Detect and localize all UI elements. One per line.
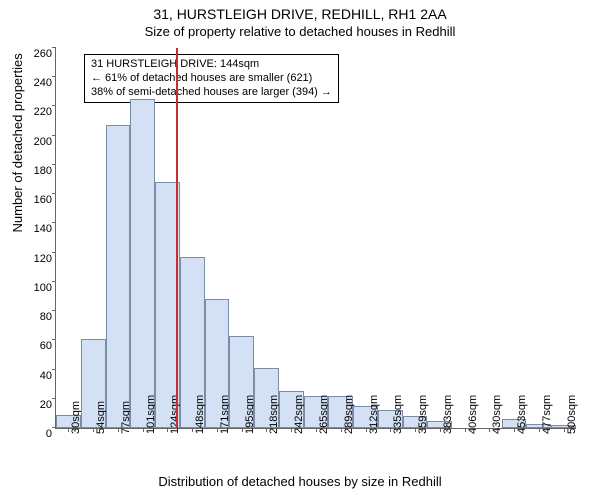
annotation-line1: 31 HURSTLEIGH DRIVE: 144sqm	[91, 58, 332, 72]
x-tick-mark	[514, 428, 515, 432]
x-tick-label: 477sqm	[541, 395, 553, 434]
y-tick-label: 200	[34, 136, 56, 148]
y-tick-mark	[52, 281, 56, 282]
x-tick-mark	[93, 428, 94, 432]
x-tick-mark	[465, 428, 466, 432]
chart-subtitle: Size of property relative to detached ho…	[0, 22, 600, 39]
y-tick-mark	[52, 135, 56, 136]
y-tick-mark	[52, 252, 56, 253]
y-tick-label: 240	[34, 77, 56, 89]
y-tick-label: 40	[40, 370, 56, 382]
x-tick-label: 453sqm	[516, 395, 528, 434]
x-tick-label: 335sqm	[392, 395, 404, 434]
y-tick-label: 0	[46, 428, 56, 440]
y-tick-label: 80	[40, 311, 56, 323]
y-tick-label: 160	[34, 194, 56, 206]
y-tick-mark	[52, 164, 56, 165]
x-tick-label: 500sqm	[566, 395, 578, 434]
y-tick-label: 60	[40, 340, 56, 352]
annotation-box: 31 HURSTLEIGH DRIVE: 144sqm ← 61% of det…	[84, 54, 339, 103]
property-marker-line	[176, 48, 178, 428]
y-tick-mark	[52, 310, 56, 311]
y-tick-label: 220	[34, 106, 56, 118]
x-tick-mark	[415, 428, 416, 432]
y-tick-mark	[52, 398, 56, 399]
x-axis-label: Distribution of detached houses by size …	[0, 474, 600, 489]
y-axis-label: Number of detached properties	[10, 53, 25, 232]
y-tick-label: 140	[34, 223, 56, 235]
x-tick-label: 359sqm	[417, 395, 429, 434]
x-tick-mark	[564, 428, 565, 432]
y-tick-mark	[52, 193, 56, 194]
x-tick-mark	[316, 428, 317, 432]
x-tick-mark	[440, 428, 441, 432]
x-tick-mark	[341, 428, 342, 432]
x-tick-label: 383sqm	[442, 395, 454, 434]
y-tick-mark	[52, 339, 56, 340]
y-tick-label: 180	[34, 165, 56, 177]
y-tick-mark	[52, 105, 56, 106]
x-tick-mark	[539, 428, 540, 432]
x-tick-mark	[242, 428, 243, 432]
y-tick-mark	[52, 47, 56, 48]
x-tick-mark	[118, 428, 119, 432]
y-tick-mark	[52, 76, 56, 77]
annotation-line3: 38% of semi-detached houses are larger (…	[91, 86, 332, 100]
chart-plot-area: 31 HURSTLEIGH DRIVE: 144sqm ← 61% of det…	[55, 48, 576, 429]
y-tick-label: 100	[34, 282, 56, 294]
x-tick-mark	[143, 428, 144, 432]
y-tick-label: 120	[34, 253, 56, 265]
y-tick-label: 20	[40, 399, 56, 411]
y-tick-mark	[52, 369, 56, 370]
annotation-line2: ← 61% of detached houses are smaller (62…	[91, 72, 332, 86]
chart-title: 31, HURSTLEIGH DRIVE, REDHILL, RH1 2AA	[0, 0, 600, 22]
y-tick-mark	[52, 222, 56, 223]
y-tick-label: 260	[34, 48, 56, 60]
x-tick-mark	[366, 428, 367, 432]
x-tick-label: 430sqm	[491, 395, 503, 434]
x-tick-mark	[217, 428, 218, 432]
histogram-bar	[130, 99, 155, 428]
x-tick-label: 406sqm	[467, 395, 479, 434]
histogram-bar	[106, 125, 131, 428]
